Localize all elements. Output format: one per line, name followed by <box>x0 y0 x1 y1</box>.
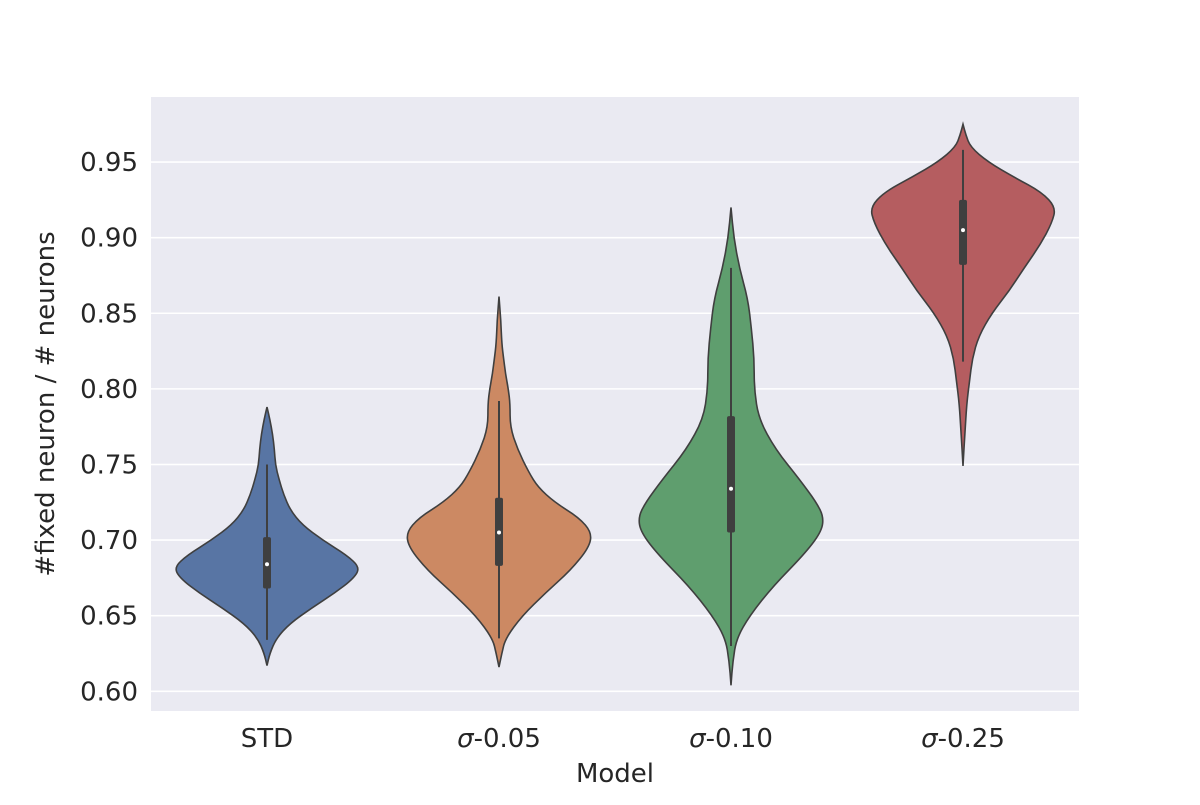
y-tick-label: 0.85 <box>80 299 138 329</box>
x-tick-label: σ-0.25 <box>921 724 1005 754</box>
violin-median-point <box>729 486 733 491</box>
x-tick-label: σ-0.10 <box>689 724 773 754</box>
violin-median-point <box>497 530 501 535</box>
x-tick-labels: STD σ-0.05 σ-0.10 σ-0.25 <box>241 724 1005 754</box>
violins <box>175 121 1056 686</box>
x-tick-label: STD <box>241 724 293 754</box>
y-axis-label: #fixed neuron / # neurons <box>31 231 61 576</box>
x-tick-label: σ-0.05 <box>457 724 541 754</box>
violin-iqr-box <box>959 199 967 265</box>
violin-median-point <box>265 562 269 567</box>
violin-iqr-box <box>727 416 735 533</box>
y-tick-label: 0.70 <box>80 526 138 556</box>
y-tick-label: 0.95 <box>80 148 138 178</box>
y-tick-label: 0.65 <box>80 602 138 632</box>
y-tick-label: 0.90 <box>80 224 138 254</box>
violin-median-point <box>961 228 965 233</box>
x-axis-label: Model <box>576 759 654 789</box>
y-tick-label: 0.60 <box>80 677 138 707</box>
y-tick-label: 0.80 <box>80 375 138 405</box>
y-tick-label: 0.75 <box>80 450 138 480</box>
y-tick-labels: 0.60 0.65 0.70 0.75 0.80 0.85 0.90 0.95 <box>80 148 138 707</box>
